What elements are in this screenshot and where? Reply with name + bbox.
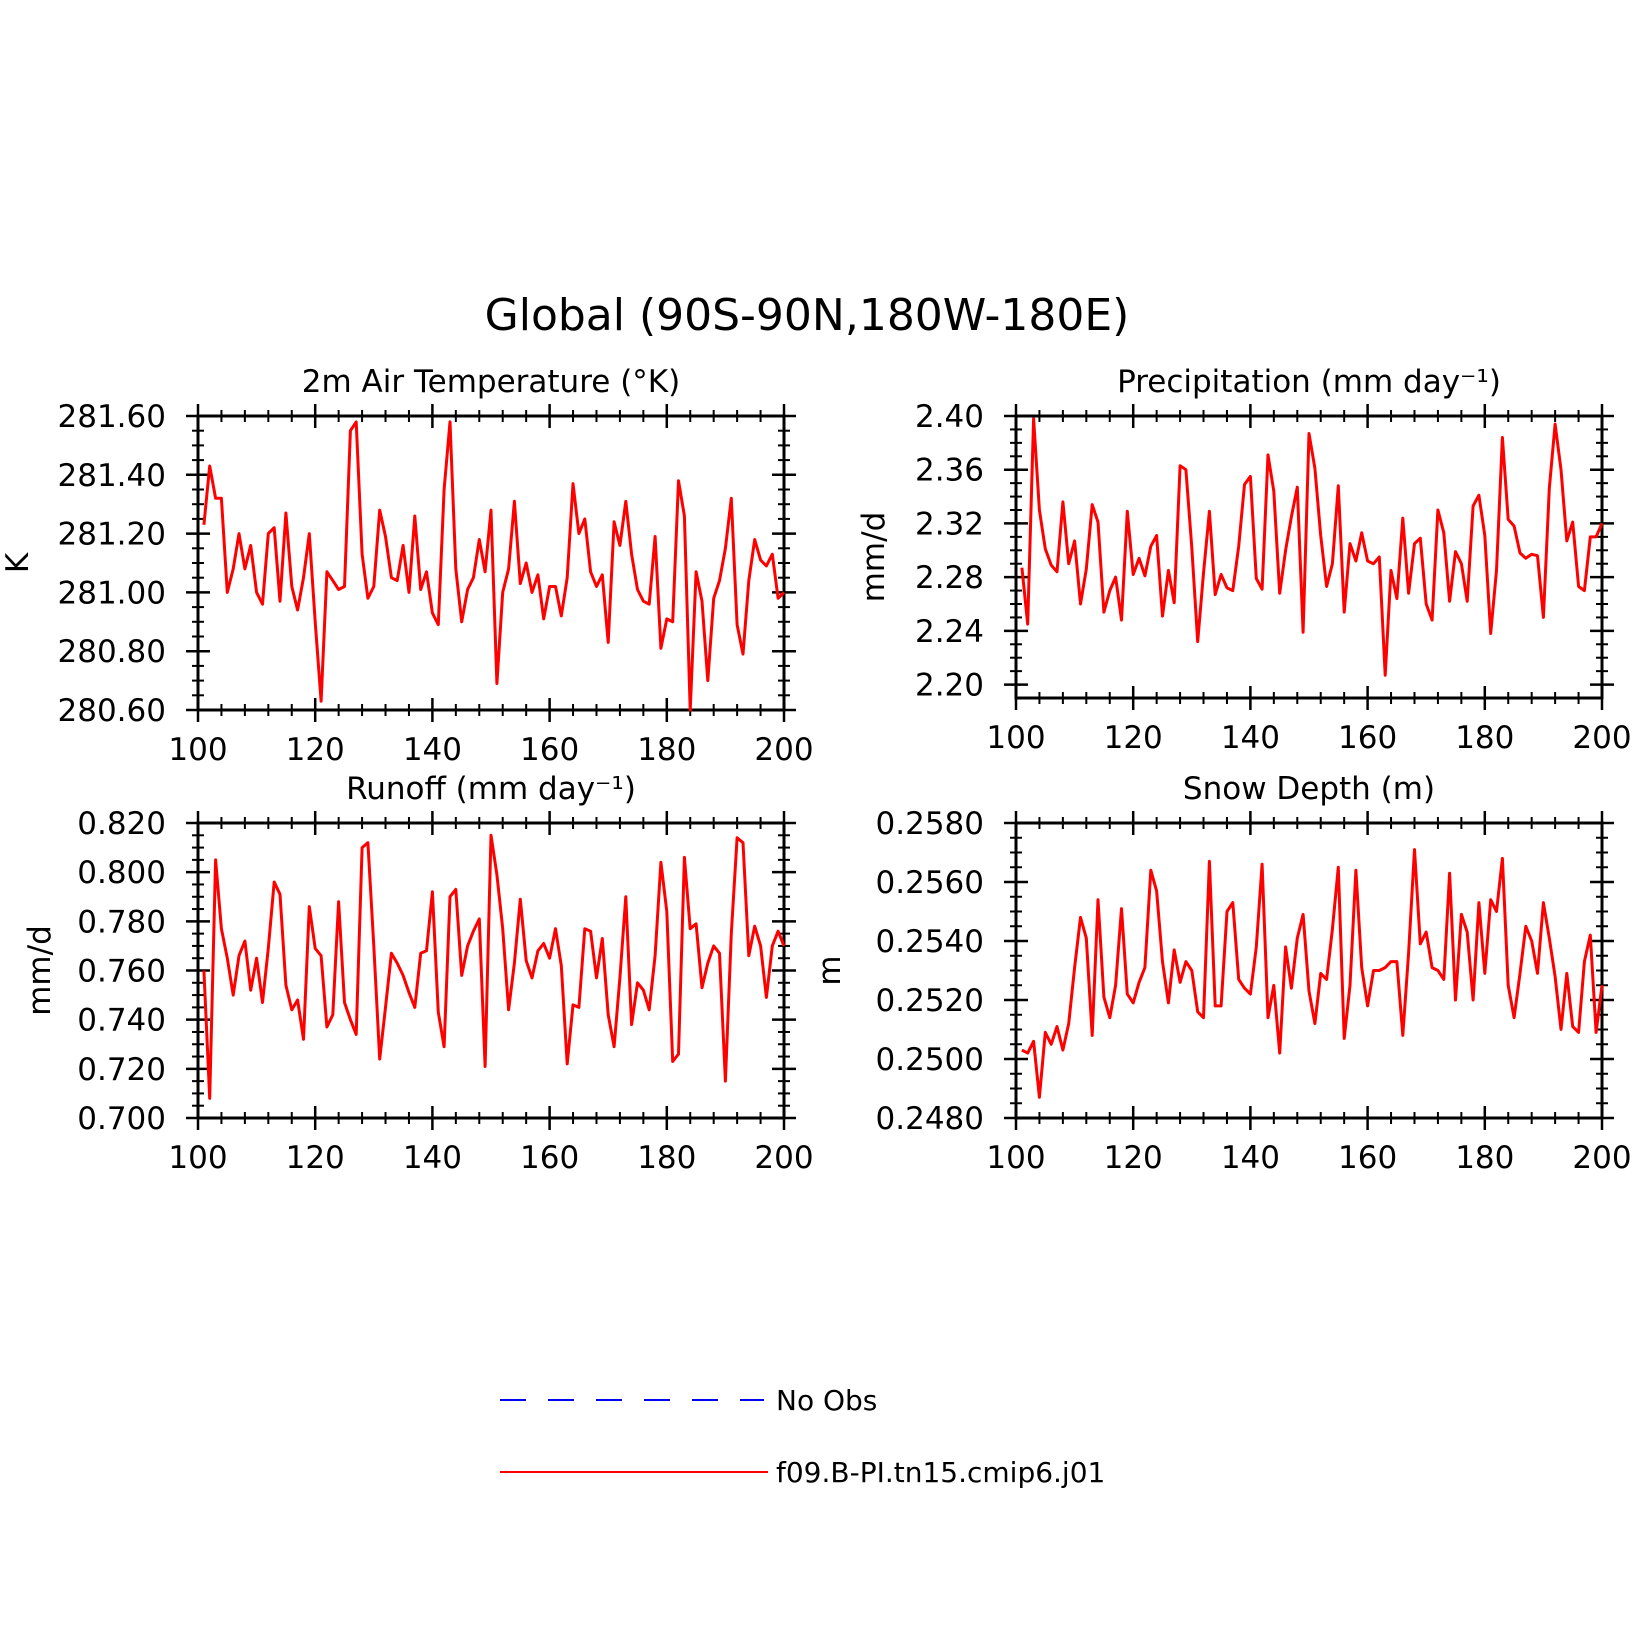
plot-frame (1014, 821, 1604, 1120)
y-tick-label: 281.40 (58, 458, 166, 494)
y-tick-label: 0.2480 (876, 1101, 984, 1137)
y-tick-label: 0.700 (77, 1101, 166, 1137)
x-tick-label: 160 (520, 1140, 579, 1176)
y-tick-label: 0.820 (77, 806, 166, 842)
panel-title: Snow Depth (m) (1183, 771, 1435, 807)
y-tick-label: 2.32 (915, 506, 984, 542)
panel-title: 2m Air Temperature (°K) (302, 364, 680, 400)
y-axis-label: mm/d (856, 512, 892, 603)
x-tick-label: 160 (1338, 720, 1397, 756)
panel-1: 280.60 280.80 281.00 281.20 281.40 281.60 100 1… (0, 364, 814, 768)
x-tick-label: 180 (1455, 1140, 1514, 1176)
x-tick-label: 180 (637, 732, 696, 768)
legend: No Obs f09.B-PI.tn15.cmip6.j01 (500, 1384, 1105, 1489)
x-tick-label: 160 (1338, 1140, 1397, 1176)
legend-label-model: f09.B-PI.tn15.cmip6.j01 (776, 1456, 1105, 1489)
y-tick-label: 281.00 (58, 575, 166, 611)
x-tick-label: 200 (1572, 720, 1631, 756)
panel-grid: 280.60 280.80 281.00 281.20 281.40 281.60 100 1… (0, 364, 1632, 1176)
y-tick-label: 0.760 (77, 954, 166, 990)
x-tick-label: 140 (1221, 1140, 1280, 1176)
y-tick-label: 280.60 (58, 693, 166, 729)
x-tick-label: 120 (1104, 720, 1163, 756)
x-tick-label: 100 (986, 720, 1045, 756)
series-line (1021, 848, 1604, 1099)
y-tick-label: 2.36 (915, 453, 984, 489)
y-axis-label: mm/d (22, 925, 58, 1016)
y-tick-label: 0.2560 (876, 865, 984, 901)
y-tick-label: 0.2540 (876, 924, 984, 960)
x-tick-label: 200 (754, 732, 813, 768)
y-tick-label: 281.20 (58, 517, 166, 553)
series-line (202, 420, 786, 712)
x-tick-label: 100 (986, 1140, 1045, 1176)
plot-frame (1014, 414, 1604, 700)
y-tick-label: 0.800 (77, 855, 166, 891)
x-tick-label: 140 (403, 1140, 462, 1176)
x-tick-label: 180 (637, 1140, 696, 1176)
series-line (202, 833, 786, 1100)
panel-3: 0.700 0.720 0.740 0.760 0.780 0.800 0.820 100 12… (22, 771, 814, 1176)
y-tick-label: 280.80 (58, 634, 166, 670)
x-tick-label: 160 (520, 732, 579, 768)
y-tick-label: 0.2580 (876, 806, 984, 842)
y-tick-label: 281.60 (58, 399, 166, 435)
y-tick-label: 2.28 (915, 560, 984, 596)
panel-2: 2.20 2.24 2.28 2.32 2.36 2.40 100 120 140 160 180 2… (856, 364, 1632, 756)
legend-label-no-obs: No Obs (776, 1384, 877, 1417)
panel-4: 0.2480 0.2500 0.2520 0.2540 0.2560 0.2580 100 1… (812, 771, 1632, 1176)
x-tick-label: 180 (1455, 720, 1514, 756)
y-axis-label: m (812, 955, 848, 985)
x-tick-label: 140 (1221, 720, 1280, 756)
x-tick-label: 120 (1104, 1140, 1163, 1176)
x-tick-label: 120 (286, 732, 345, 768)
y-tick-label: 0.720 (77, 1052, 166, 1088)
x-tick-label: 100 (168, 1140, 227, 1176)
plot-frame (196, 414, 786, 712)
panel-title: Precipitation (mm day⁻¹) (1117, 364, 1501, 400)
x-tick-label: 200 (754, 1140, 813, 1176)
x-tick-label: 100 (168, 732, 227, 768)
x-tick-label: 140 (403, 732, 462, 768)
y-tick-label: 0.2500 (876, 1042, 984, 1078)
y-tick-label: 0.780 (77, 904, 166, 940)
x-tick-label: 200 (1572, 1140, 1631, 1176)
panel-title: Runoff (mm day⁻¹) (346, 771, 636, 807)
y-tick-label: 2.20 (915, 668, 984, 704)
y-tick-label: 0.740 (77, 1003, 166, 1039)
y-tick-label: 0.2520 (876, 983, 984, 1019)
x-tick-label: 120 (286, 1140, 345, 1176)
series-line (1020, 417, 1604, 677)
y-tick-label: 2.40 (915, 399, 984, 435)
figure-title: Global (90S-90N,180W-180E) (485, 290, 1130, 341)
y-tick-label: 2.24 (915, 614, 984, 650)
y-axis-label: K (0, 552, 36, 573)
